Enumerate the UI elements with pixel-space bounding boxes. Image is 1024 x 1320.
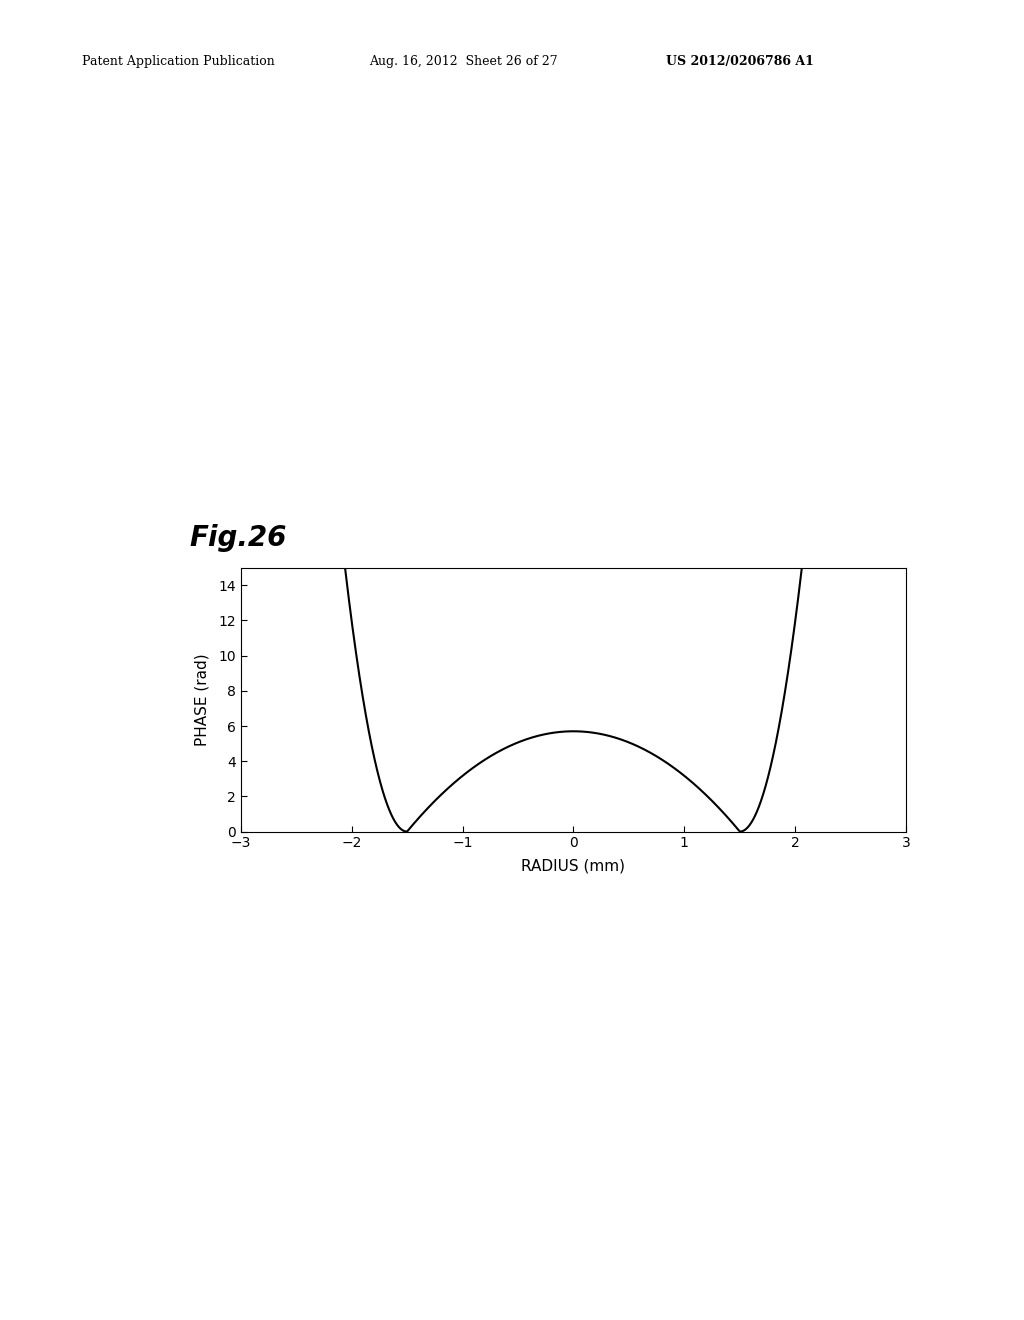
Y-axis label: PHASE (rad): PHASE (rad) (195, 653, 210, 746)
Text: Aug. 16, 2012  Sheet 26 of 27: Aug. 16, 2012 Sheet 26 of 27 (369, 55, 557, 69)
Text: US 2012/0206786 A1: US 2012/0206786 A1 (666, 55, 813, 69)
Text: Patent Application Publication: Patent Application Publication (82, 55, 274, 69)
Text: Fig.26: Fig.26 (189, 524, 287, 552)
X-axis label: RADIUS (mm): RADIUS (mm) (521, 859, 626, 874)
